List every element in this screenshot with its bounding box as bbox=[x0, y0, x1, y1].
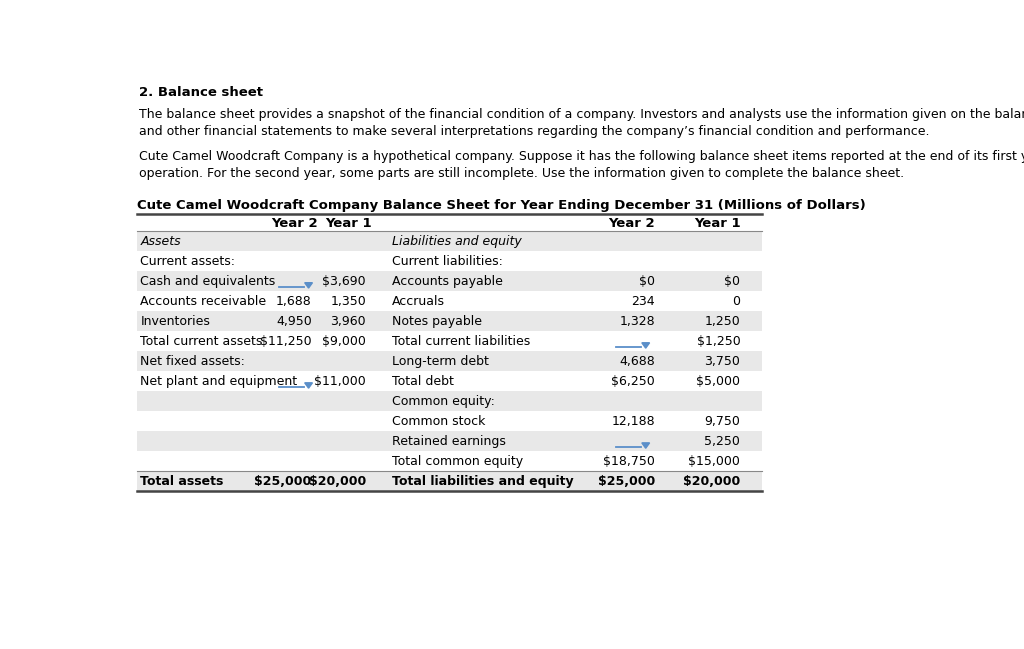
Text: Total debt: Total debt bbox=[391, 374, 454, 387]
Text: 1,350: 1,350 bbox=[330, 295, 366, 308]
Text: Accounts payable: Accounts payable bbox=[391, 275, 503, 288]
Text: $0: $0 bbox=[639, 275, 655, 288]
Text: 2. Balance sheet: 2. Balance sheet bbox=[139, 86, 263, 99]
Text: Current assets:: Current assets: bbox=[140, 254, 236, 267]
Text: 4,688: 4,688 bbox=[620, 355, 655, 368]
Text: Year 2: Year 2 bbox=[608, 217, 655, 230]
Text: 4,950: 4,950 bbox=[275, 315, 311, 328]
Bar bbox=[137, 351, 762, 371]
Text: $20,000: $20,000 bbox=[683, 475, 740, 488]
Text: 1,688: 1,688 bbox=[275, 295, 311, 308]
Text: Year 1: Year 1 bbox=[693, 217, 740, 230]
Text: $25,000: $25,000 bbox=[598, 475, 655, 488]
Bar bbox=[137, 231, 762, 251]
Text: $3,690: $3,690 bbox=[323, 275, 366, 288]
Text: Assets: Assets bbox=[140, 235, 181, 248]
Text: 1,328: 1,328 bbox=[620, 315, 655, 328]
Text: Net fixed assets:: Net fixed assets: bbox=[140, 355, 246, 368]
Text: 3,750: 3,750 bbox=[705, 355, 740, 368]
Text: $15,000: $15,000 bbox=[688, 455, 740, 468]
Bar bbox=[137, 391, 762, 411]
Text: Year 2: Year 2 bbox=[271, 217, 317, 230]
Text: Total current assets: Total current assets bbox=[140, 335, 263, 348]
Bar bbox=[137, 471, 762, 491]
Text: 5,250: 5,250 bbox=[705, 435, 740, 448]
Text: Common stock: Common stock bbox=[391, 415, 485, 428]
Text: 9,750: 9,750 bbox=[705, 415, 740, 428]
Text: Common equity:: Common equity: bbox=[391, 395, 495, 408]
Text: 234: 234 bbox=[632, 295, 655, 308]
Text: Total liabilities and equity: Total liabilities and equity bbox=[391, 475, 573, 488]
Text: 3,960: 3,960 bbox=[331, 315, 366, 328]
Text: Net plant and equipment: Net plant and equipment bbox=[140, 374, 298, 387]
Text: Liabilities and equity: Liabilities and equity bbox=[391, 235, 521, 248]
Text: 0: 0 bbox=[732, 295, 740, 308]
Text: $11,000: $11,000 bbox=[314, 374, 366, 387]
Text: Notes payable: Notes payable bbox=[391, 315, 481, 328]
Text: Long-term debt: Long-term debt bbox=[391, 355, 488, 368]
Polygon shape bbox=[305, 283, 312, 288]
Text: Total assets: Total assets bbox=[140, 475, 224, 488]
Text: Total common equity: Total common equity bbox=[391, 455, 522, 468]
Text: Total current liabilities: Total current liabilities bbox=[391, 335, 529, 348]
Bar bbox=[137, 432, 762, 451]
Text: $11,250: $11,250 bbox=[260, 335, 311, 348]
Text: $25,000: $25,000 bbox=[254, 475, 311, 488]
Text: Cute Camel Woodcraft Company Balance Sheet for Year Ending December 31 (Millions: Cute Camel Woodcraft Company Balance She… bbox=[137, 199, 866, 212]
Text: Year 1: Year 1 bbox=[326, 217, 372, 230]
Text: Accruals: Accruals bbox=[391, 295, 444, 308]
Polygon shape bbox=[642, 343, 649, 348]
Text: $5,000: $5,000 bbox=[696, 374, 740, 387]
Text: Current liabilities:: Current liabilities: bbox=[391, 254, 503, 267]
Text: $6,250: $6,250 bbox=[611, 374, 655, 387]
Text: $18,750: $18,750 bbox=[603, 455, 655, 468]
Text: Cute Camel Woodcraft Company is a hypothetical company. Suppose it has the follo: Cute Camel Woodcraft Company is a hypoth… bbox=[139, 151, 1024, 164]
Text: $20,000: $20,000 bbox=[308, 475, 366, 488]
Text: Accounts receivable: Accounts receivable bbox=[140, 295, 266, 308]
Text: $0: $0 bbox=[724, 275, 740, 288]
Text: Inventories: Inventories bbox=[140, 315, 210, 328]
Polygon shape bbox=[305, 383, 312, 388]
Bar bbox=[137, 271, 762, 291]
Text: 1,250: 1,250 bbox=[705, 315, 740, 328]
Text: 12,188: 12,188 bbox=[611, 415, 655, 428]
Text: Retained earnings: Retained earnings bbox=[391, 435, 506, 448]
Bar bbox=[137, 311, 762, 331]
Text: operation. For the second year, some parts are still incomplete. Use the informa: operation. For the second year, some par… bbox=[139, 167, 904, 180]
Text: $9,000: $9,000 bbox=[323, 335, 366, 348]
Text: The balance sheet provides a snapshot of the financial condition of a company. I: The balance sheet provides a snapshot of… bbox=[139, 108, 1024, 121]
Polygon shape bbox=[642, 443, 649, 448]
Text: Cash and equivalents: Cash and equivalents bbox=[140, 275, 275, 288]
Text: $1,250: $1,250 bbox=[696, 335, 740, 348]
Text: and other financial statements to make several interpretations regarding the com: and other financial statements to make s… bbox=[139, 125, 930, 138]
